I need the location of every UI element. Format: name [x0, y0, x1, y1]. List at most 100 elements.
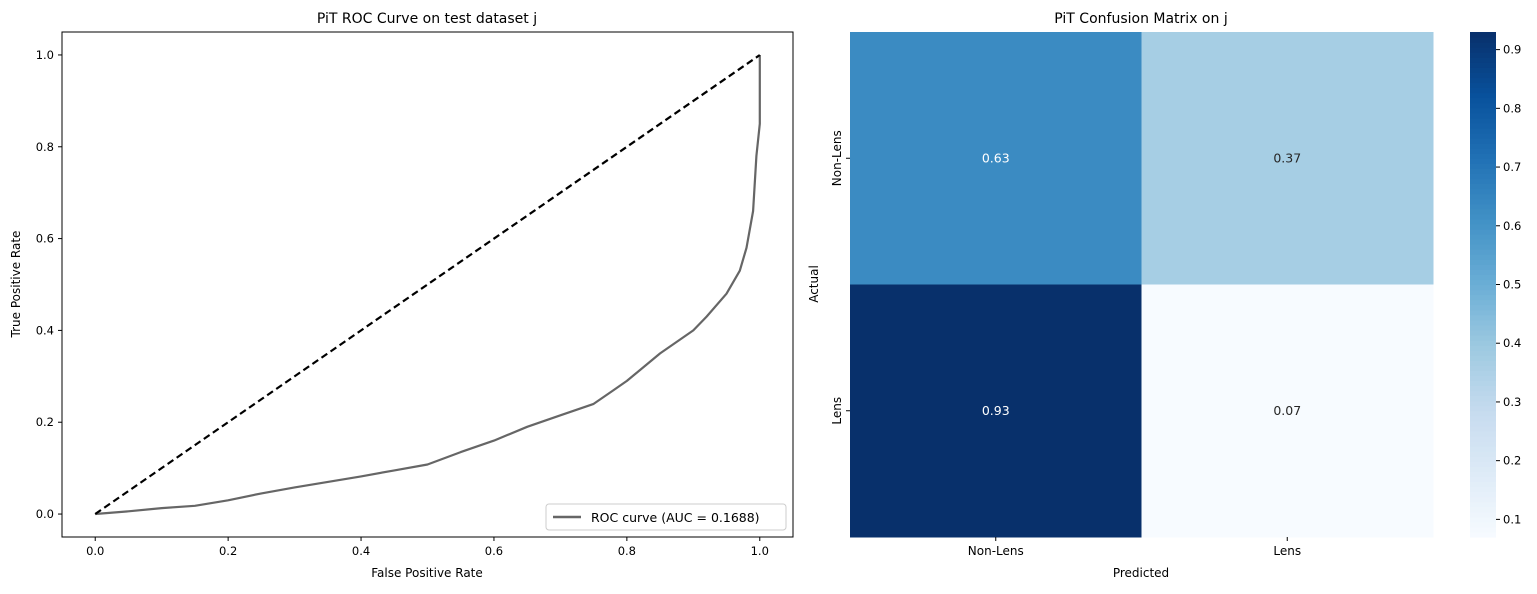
colorbar-segment: [1470, 324, 1496, 331]
colorbar-segment: [1470, 501, 1496, 508]
colorbar-segment: [1470, 345, 1496, 351]
colorbar-segment: [1470, 234, 1496, 240]
colorbar-segment: [1470, 385, 1496, 392]
colorbar-segment: [1470, 269, 1496, 275]
roc-title: PiT ROC Curve on test dataset j: [317, 11, 537, 27]
x-tick-label: 0.8: [618, 544, 636, 558]
colorbar-segment: [1470, 521, 1496, 528]
colorbar-segment: [1470, 143, 1496, 149]
colorbar-segment: [1470, 355, 1496, 361]
x-tick-label: 0.4: [352, 544, 370, 558]
colorbar-segment: [1470, 102, 1496, 109]
roc-legend: ROC curve (AUC = 0.1688): [545, 503, 787, 531]
roc-curve-line: [95, 55, 761, 516]
colorbar-segment: [1470, 218, 1496, 225]
colorbar-segment: [1470, 198, 1496, 205]
colorbar-segment: [1470, 122, 1496, 129]
colorbar-segment: [1470, 380, 1496, 387]
colorbar-segment: [1470, 410, 1496, 417]
colorbar-tick-label: 0.5: [1503, 278, 1521, 292]
roc-chart: PiT ROC Curve on test dataset j False Po…: [9, 11, 794, 580]
colorbar-segment: [1470, 153, 1496, 159]
colorbar-tick-label: 0.4: [1503, 336, 1521, 350]
cell-value-label: 0.07: [1273, 403, 1301, 418]
colorbar-segment: [1470, 208, 1496, 215]
colorbar-segment: [1470, 274, 1496, 281]
x-category-label: Non-Lens: [968, 544, 1024, 558]
colorbar-segment: [1470, 67, 1496, 73]
colorbar-segment: [1470, 173, 1496, 180]
y-tick-label: 0.4: [36, 323, 54, 337]
heatmap-cell: [850, 284, 1142, 538]
heatmap-cell: [1141, 284, 1434, 538]
colorbar-segment: [1470, 299, 1496, 306]
heatmap-cell: [850, 32, 1142, 285]
colorbar-segment: [1470, 62, 1496, 68]
colorbar-segment: [1470, 284, 1496, 291]
heatmap-cell: [1141, 32, 1434, 285]
colorbar-segment: [1470, 329, 1496, 336]
cm-title: PiT Confusion Matrix on j: [1054, 11, 1227, 27]
colorbar-segment: [1470, 213, 1496, 220]
colorbar-segment: [1470, 319, 1496, 326]
y-tick-label: 0.2: [36, 415, 54, 429]
colorbar-segment: [1470, 486, 1496, 493]
colorbar-segment: [1470, 32, 1496, 38]
colorbar-segment: [1470, 188, 1496, 195]
colorbar-segment: [1470, 360, 1496, 366]
colorbar-segment: [1470, 430, 1496, 437]
colorbar-segment: [1470, 481, 1496, 488]
chance-diagonal-line: [94, 54, 761, 515]
roc-ylabel: True Positive Rate: [9, 231, 23, 339]
colorbar-segment: [1470, 82, 1496, 89]
colorbar-segment: [1470, 259, 1496, 265]
colorbar-segment: [1470, 425, 1496, 432]
y-tick-label: 0.8: [36, 140, 54, 154]
colorbar-segment: [1470, 138, 1496, 144]
colorbar-segment: [1470, 183, 1496, 190]
colorbar-segment: [1470, 163, 1496, 169]
colorbar-segment: [1470, 168, 1496, 174]
colorbar-segment: [1470, 335, 1496, 341]
colorbar-segment: [1470, 405, 1496, 412]
colorbar-segment: [1470, 456, 1496, 462]
colorbar-segment: [1470, 92, 1496, 99]
colorbar-tick-label: 0.9: [1503, 43, 1521, 57]
colorbar-tick-label: 0.6: [1503, 219, 1521, 233]
colorbar-segment: [1470, 476, 1496, 483]
confusion-matrix: PiT Confusion Matrix on j Predicted Actu…: [807, 11, 1521, 580]
colorbar-segment: [1470, 87, 1496, 94]
colorbar-segment: [1470, 340, 1496, 346]
colorbar-segment: [1470, 127, 1496, 134]
x-tick-label: 1.0: [751, 544, 769, 558]
colorbar-segment: [1470, 203, 1496, 210]
colorbar-segment: [1470, 304, 1496, 311]
colorbar-segment: [1470, 350, 1496, 356]
colorbar-segment: [1470, 249, 1496, 255]
colorbar-segment: [1470, 37, 1496, 43]
colorbar-segment: [1470, 279, 1496, 286]
colorbar-tick-label: 0.8: [1503, 101, 1521, 115]
colorbar-segment: [1470, 193, 1496, 200]
colorbar-segment: [1470, 77, 1496, 84]
cell-value-label: 0.63: [982, 150, 1010, 165]
x-tick-label: 0.0: [86, 544, 104, 558]
colorbar-segment: [1470, 466, 1496, 472]
colorbar-segment: [1470, 461, 1496, 467]
y-category-label: Non-Lens: [830, 130, 844, 186]
y-category-label: Lens: [830, 397, 844, 425]
colorbar-segment: [1470, 239, 1496, 245]
colorbar-segment: [1470, 526, 1496, 533]
colorbar-segment: [1470, 400, 1496, 407]
y-tick-label: 0.0: [36, 507, 54, 521]
colorbar-segment: [1470, 42, 1496, 48]
cell-value-label: 0.37: [1273, 150, 1301, 165]
colorbar-segment: [1470, 148, 1496, 154]
colorbar-segment: [1470, 314, 1496, 321]
x-category-label: Lens: [1273, 544, 1301, 558]
y-tick-label: 0.6: [36, 232, 54, 246]
roc-xlabel: False Positive Rate: [371, 566, 483, 580]
colorbar-segment: [1470, 451, 1496, 457]
colorbar-segment: [1470, 531, 1496, 538]
